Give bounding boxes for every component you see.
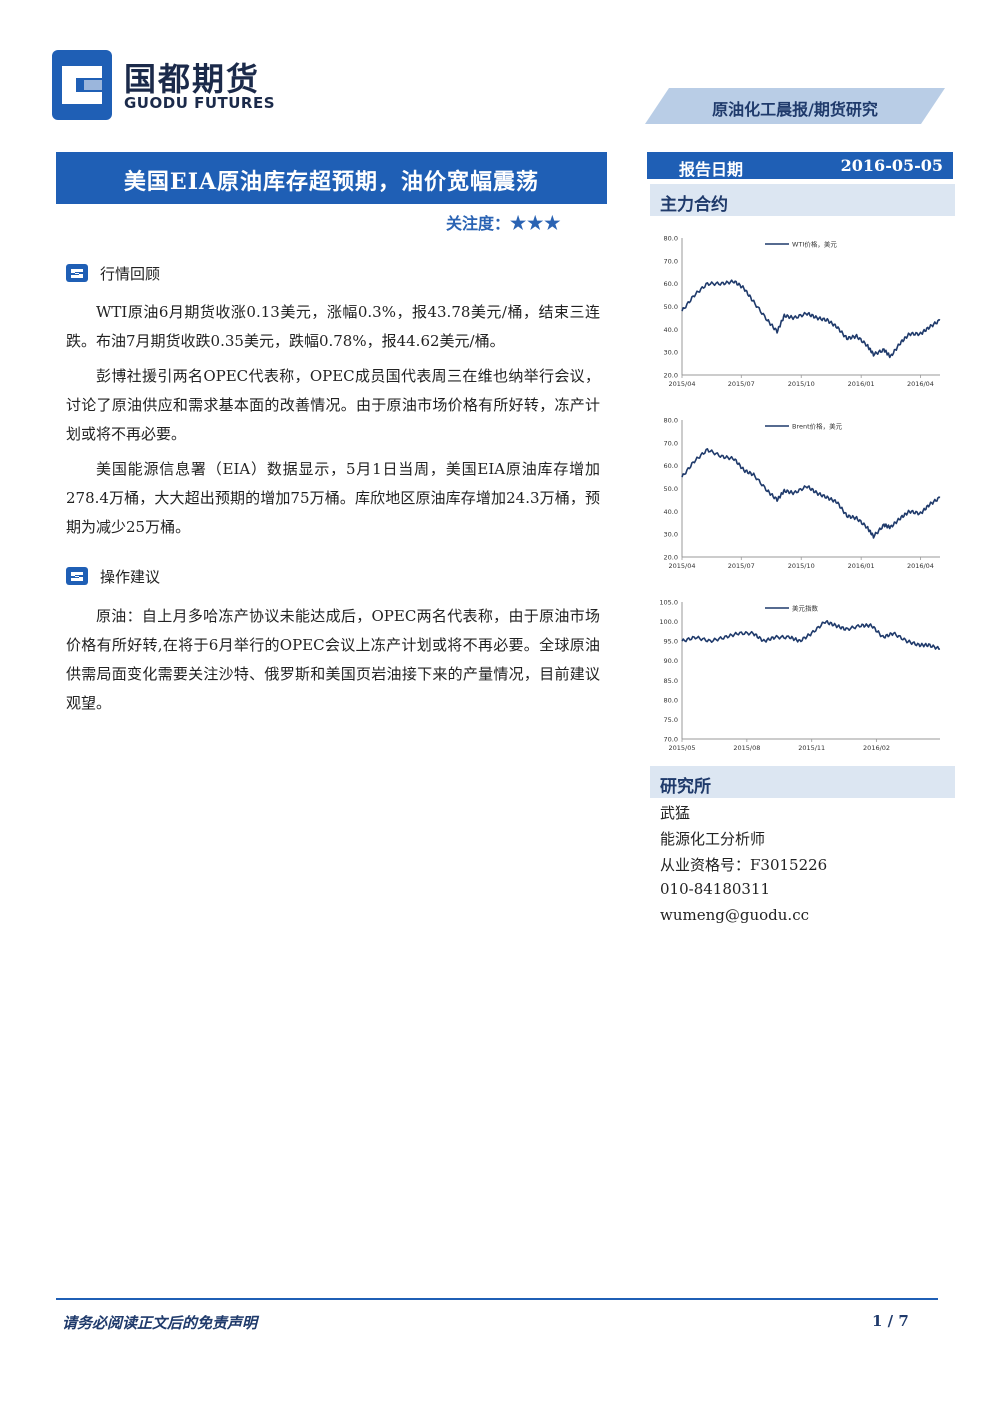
y-tick-label: 20.0 <box>664 372 678 380</box>
series-line <box>681 447 941 539</box>
y-tick-label: 90.0 <box>664 657 678 665</box>
contracts-heading: 主力合约 <box>650 184 955 216</box>
y-tick-label: 50.0 <box>664 303 678 311</box>
report-date-label: 报告日期 <box>679 160 744 179</box>
x-tick-label: 2016/04 <box>907 562 934 570</box>
x-tick-label: 2016/04 <box>907 380 934 388</box>
research-heading: 研究所 <box>650 766 955 798</box>
attention-rating: 关注度：★★★ <box>446 210 561 234</box>
logo-text-en: GUODU FUTURES <box>124 94 276 112</box>
y-tick-label: 75.0 <box>664 716 678 724</box>
x-tick-label: 2015/07 <box>728 380 755 388</box>
attention-stars: ★★★ <box>510 213 562 234</box>
y-tick-label: 80.0 <box>664 235 678 243</box>
brent-price-chart: 20.0 30.0 40.0 50.0 60.0 70.0 80.0 2015/04 2015/… <box>650 410 955 575</box>
y-tick-label: 40.0 <box>664 326 678 334</box>
y-tick-label: 60.0 <box>664 280 678 288</box>
legend-label: 美元指数 <box>792 604 819 613</box>
dollar-index-chart: 70.0 75.0 80.0 85.0 90.0 95.0 100.0 105.0 2015/0… <box>650 592 955 757</box>
section-title: 操作建议 <box>100 568 161 586</box>
x-tick-label: 2015/07 <box>728 562 755 570</box>
series-line <box>681 279 941 359</box>
x-tick-label: 2016/02 <box>863 744 890 752</box>
series-line <box>681 619 941 650</box>
section-title: 行情回顾 <box>100 265 161 283</box>
page-number: 1 / 7 <box>872 1312 909 1330</box>
x-tick-label: 2015/05 <box>668 744 695 752</box>
paragraph: 美国能源信息署（EIA）数据显示，5月1日当周，美国EIA原油库存增加278.4… <box>66 460 600 536</box>
report-type-label: 原油化工晨报/期货研究 <box>712 100 878 119</box>
paragraph: 彭博社援引两名OPEC代表称，OPEC成员国代表周三在维也纳举行会议，讨论了原油… <box>66 367 600 443</box>
title-bar: 美国EIA原油库存超预期，油价宽幅震荡 <box>56 152 607 204</box>
analyst-name: 武猛 <box>660 804 691 822</box>
y-tick-label: 20.0 <box>664 554 678 562</box>
y-tick-label: 30.0 <box>664 349 678 357</box>
x-tick-label: 2015/10 <box>788 380 815 388</box>
analyst-email[interactable]: wumeng@guodu.cc <box>660 906 809 924</box>
analyst-license: 从业资格号：F3015226 <box>660 856 828 874</box>
x-tick-label: 2015/04 <box>668 380 695 388</box>
page-title: 美国EIA原油库存超预期，油价宽幅震荡 <box>123 169 540 195</box>
paragraph: WTI原油6月期货收涨0.13美元，涨幅0.3%，报43.78美元/桶，结束三连… <box>66 303 600 350</box>
attention-label: 关注度： <box>446 214 511 233</box>
disclaimer-link[interactable]: 请务必阅读正文后的免责声明 <box>62 1314 258 1332</box>
x-tick-label: 2015/10 <box>788 562 815 570</box>
logo-text-cn: 国都期货 <box>124 60 261 98</box>
report-date-bar: 报告日期 2016-05-05 <box>647 152 953 179</box>
y-tick-label: 105.0 <box>659 599 678 607</box>
y-tick-label: 40.0 <box>664 508 678 516</box>
y-tick-label: 95.0 <box>664 638 678 646</box>
contracts-title: 主力合约 <box>660 195 728 215</box>
logo-mark-icon <box>52 50 112 120</box>
wti-price-chart: 20.0 30.0 40.0 50.0 60.0 70.0 80.0 2015/04 2015/… <box>650 228 955 393</box>
x-tick-label: 2016/01 <box>848 562 875 570</box>
y-tick-label: 70.0 <box>664 439 678 447</box>
y-tick-label: 100.0 <box>659 618 678 626</box>
analyst-phone: 010-84180311 <box>660 880 771 898</box>
y-tick-label: 70.0 <box>664 257 678 265</box>
y-tick-label: 70.0 <box>664 736 678 744</box>
y-tick-label: 80.0 <box>664 696 678 704</box>
x-tick-label: 2015/11 <box>798 744 825 752</box>
footer-divider <box>56 1298 938 1300</box>
report-type-banner: 原油化工晨报/期货研究 <box>645 88 945 124</box>
y-tick-label: 85.0 <box>664 677 678 685</box>
research-title: 研究所 <box>660 777 711 797</box>
x-tick-label: 2015/08 <box>733 744 760 752</box>
report-date-value: 2016-05-05 <box>840 156 943 175</box>
paragraph: 原油：自上月多哈冻产协议未能达成后，OPEC两名代表称，由于原油市场价格有所好转… <box>66 607 600 712</box>
y-tick-label: 80.0 <box>664 417 678 425</box>
x-tick-label: 2015/04 <box>668 562 695 570</box>
y-tick-label: 60.0 <box>664 462 678 470</box>
y-tick-label: 50.0 <box>664 485 678 493</box>
section-bullet-icon <box>66 567 88 585</box>
x-tick-label: 2016/01 <box>848 380 875 388</box>
y-tick-label: 30.0 <box>664 531 678 539</box>
company-logo: 国都期货 GUODU FUTURES <box>52 50 302 122</box>
analyst-role: 能源化工分析师 <box>660 830 766 848</box>
legend-label: WTI价格，美元 <box>792 240 837 249</box>
legend-label: Brent价格，美元 <box>792 422 843 431</box>
section-bullet-icon <box>66 264 88 282</box>
